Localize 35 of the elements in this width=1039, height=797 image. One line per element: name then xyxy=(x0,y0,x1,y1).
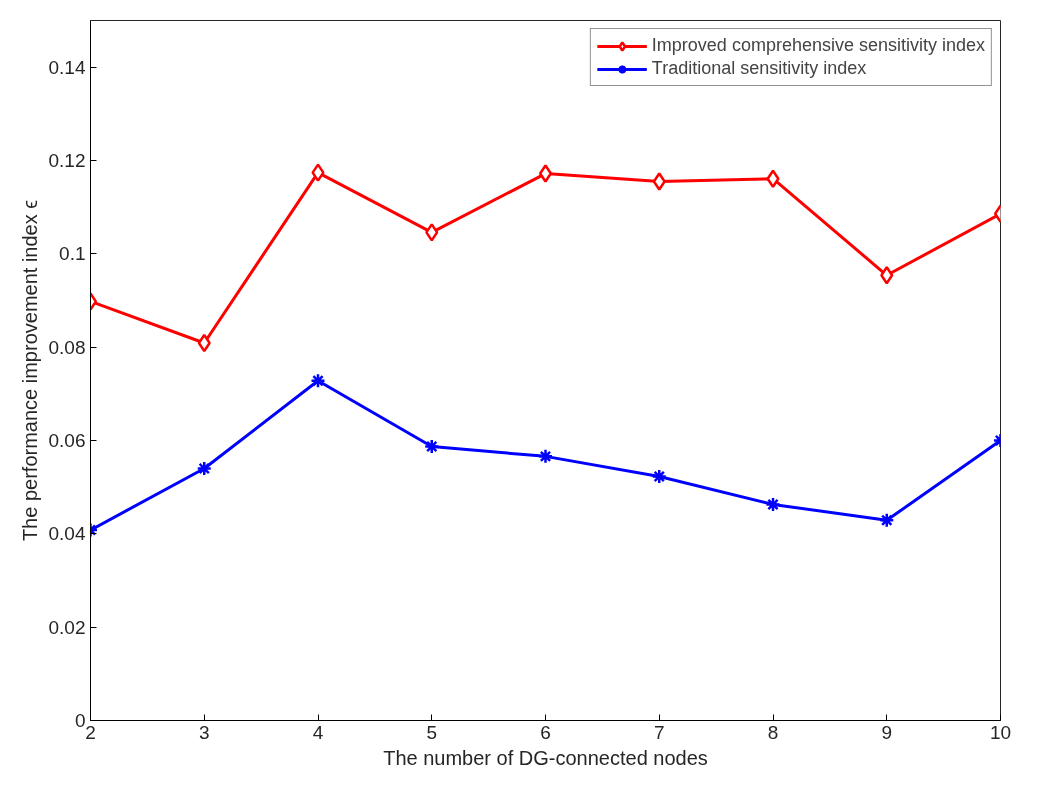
y-tick-label: 0.14 xyxy=(48,56,86,78)
point xyxy=(424,438,440,455)
x-axis-title: The number of DG-connected nodes xyxy=(383,746,708,769)
point xyxy=(880,266,894,285)
point xyxy=(196,460,212,477)
point xyxy=(765,496,781,513)
y-tick-label: 0.08 xyxy=(48,336,86,358)
x-tick-label: 9 xyxy=(881,721,893,743)
x-tick-label: 4 xyxy=(312,721,324,743)
legend-label: Improved comprehensive sensitivity index xyxy=(651,35,985,56)
x-tick-label: 2 xyxy=(85,721,96,743)
x-tick-label: 7 xyxy=(653,721,665,743)
point xyxy=(311,163,325,182)
point xyxy=(537,448,554,465)
legend-label: Traditional sensitivity index xyxy=(651,58,867,79)
point xyxy=(310,373,326,389)
x-tick-label: 5 xyxy=(426,721,438,743)
point xyxy=(879,512,895,529)
point xyxy=(425,223,439,242)
point xyxy=(651,468,667,485)
y-tick-label: 0.02 xyxy=(48,616,86,638)
x-tick-label: 8 xyxy=(767,721,779,743)
y-tick-label: 0.06 xyxy=(48,430,86,451)
y-axis-title: The performance improvement index ϵ xyxy=(18,199,41,542)
y-tick-label: 0 xyxy=(74,710,86,731)
point xyxy=(538,164,553,183)
x-tick-label: 10 xyxy=(989,721,1012,743)
y-tick-label: 0.1 xyxy=(59,243,86,265)
y-tick-label: 0.12 xyxy=(48,150,86,171)
x-tick-label: 6 xyxy=(540,721,551,743)
point xyxy=(652,172,666,191)
y-tick-label: 0.04 xyxy=(48,523,86,545)
point xyxy=(766,169,780,188)
x-tick-label: 3 xyxy=(198,721,210,743)
point xyxy=(197,333,211,353)
